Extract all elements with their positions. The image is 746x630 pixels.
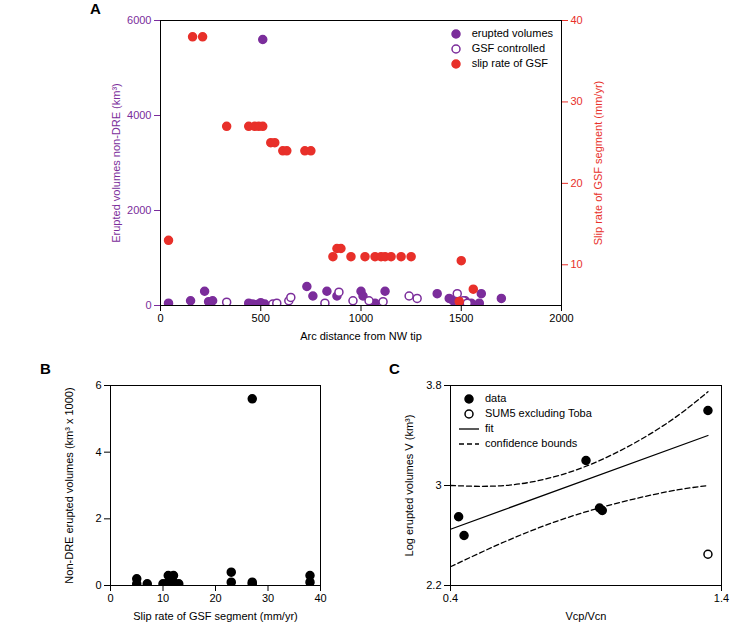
svg-text:30: 30 [571,95,583,107]
html-text:C: C [389,360,400,377]
svg-text:Erupted volumes non-DRE (km³): Erupted volumes non-DRE (km³) [110,83,122,243]
svg-text:1500: 1500 [449,312,473,324]
svg-text:6000: 6000 [127,14,151,26]
html-text:confidence bounds: confidence bounds [485,437,578,449]
svg-text:10: 10 [571,258,583,270]
svg-text:20: 20 [209,592,221,604]
svg-text:Arc distance from NW tip: Arc distance from NW tip [300,330,422,342]
svg-text:Non-DRE erupted volumes (km³ x: Non-DRE erupted volumes (km³ x 1000) [63,387,75,583]
svg-text:40: 40 [571,14,583,26]
svg-text:0.4: 0.4 [443,592,458,604]
svg-text:500: 500 [252,312,270,324]
svg-text:2000: 2000 [549,312,573,324]
svg-text:40: 40 [314,592,326,604]
svg-text:2.2: 2.2 [426,579,441,591]
svg-text:4000: 4000 [127,109,151,121]
svg-text:3: 3 [435,479,441,491]
html-text:A: A [90,0,101,17]
svg-text:1000: 1000 [349,312,373,324]
html-text:fit: fit [485,422,494,434]
svg-text:2: 2 [95,512,101,524]
svg-text:Vcp/Vcn: Vcp/Vcn [566,610,607,622]
html-text:data: data [485,392,507,404]
svg-text:3.8: 3.8 [426,379,441,391]
svg-text:6: 6 [95,379,101,391]
svg-text:10: 10 [157,592,169,604]
svg-text:0: 0 [107,592,113,604]
html-text:GSF controlled: GSF controlled [471,42,545,54]
svg-text:20: 20 [571,177,583,189]
html-text:erupted volumes: erupted volumes [471,27,553,39]
html-text:B: B [40,360,51,377]
svg-text:Slip rate of GSF segment (mm/y: Slip rate of GSF segment (mm/yr) [592,81,604,245]
html-text:slip rate of GSF: slip rate of GSF [471,57,549,69]
svg-text:0: 0 [95,579,101,591]
svg-text:Log erupted volumes V (km³): Log erupted volumes V (km³) [403,415,415,557]
html-text:SUM5 excluding Toba: SUM5 excluding Toba [485,407,592,419]
svg-text:4: 4 [95,446,101,458]
svg-text:0: 0 [157,312,163,324]
svg-text:Slip rate of GSF segment (mm/y: Slip rate of GSF segment (mm/yr) [133,610,297,622]
svg-text:30: 30 [262,592,274,604]
svg-text:0: 0 [145,299,151,311]
svg-text:2000: 2000 [127,204,151,216]
svg-text:1.4: 1.4 [714,592,729,604]
